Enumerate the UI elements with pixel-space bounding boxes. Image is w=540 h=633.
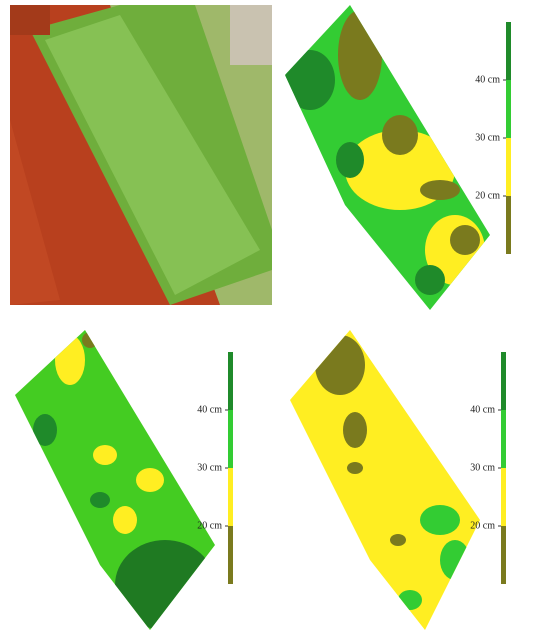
color-bar-segment (228, 468, 233, 526)
color-bar-segment (506, 80, 511, 138)
color-bar-segment (506, 138, 511, 196)
soil-map (280, 0, 495, 315)
color-bar-segment (506, 196, 511, 254)
soil-map (285, 325, 485, 633)
color-bar-segment (501, 468, 506, 526)
color-bar-segment (501, 526, 506, 584)
color-bar-segment (228, 526, 233, 584)
color-bar-segment (228, 352, 233, 410)
figure: 40 cm 30 cm 20 cm 40 cm 30 cm 20 cm 40 cm 30 cm… (0, 0, 540, 633)
color-bar-label: 30 cm (470, 462, 495, 473)
color-bar-label: 40 cm (197, 404, 222, 415)
color-bar-label: 20 cm (197, 520, 222, 531)
color-bar-label: 40 cm (475, 74, 500, 85)
color-bar-segment (506, 22, 511, 80)
aerial-photo (10, 5, 272, 305)
soil-map (10, 325, 220, 633)
color-bar-label: 30 cm (197, 462, 222, 473)
color-bar-label: 40 cm (470, 404, 495, 415)
color-bar-segment (228, 410, 233, 468)
color-bar-label: 20 cm (475, 190, 500, 201)
color-bar-segment (501, 352, 506, 410)
color-bar-label: 20 cm (470, 520, 495, 531)
color-bar-segment (501, 410, 506, 468)
color-bar-label: 30 cm (475, 132, 500, 143)
